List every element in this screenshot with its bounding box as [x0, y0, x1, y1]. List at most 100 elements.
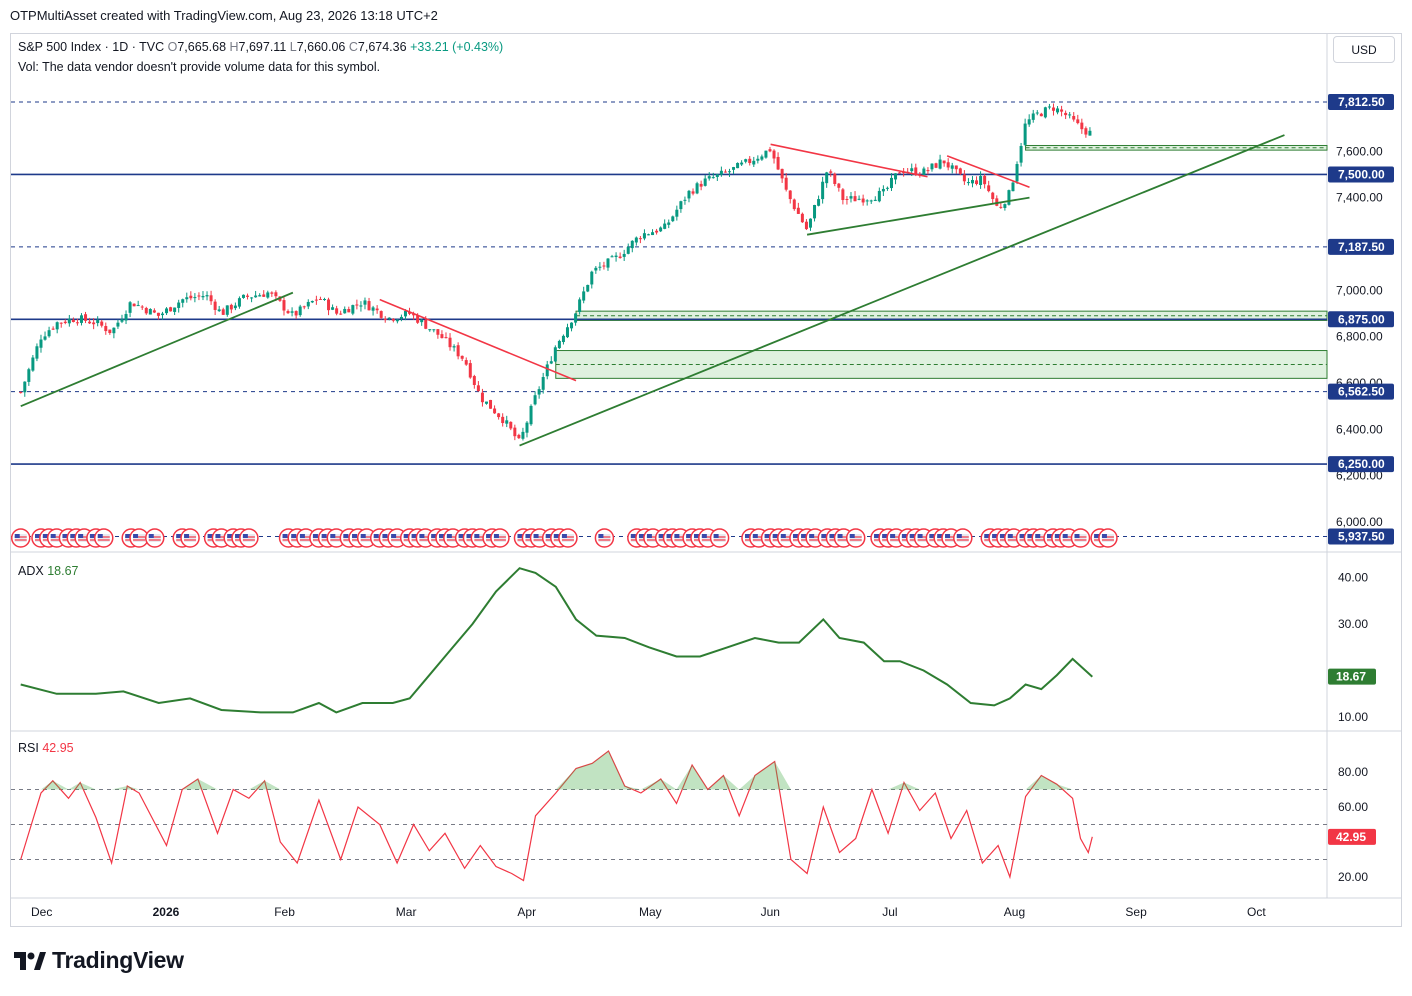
candle[interactable]: [35, 346, 39, 359]
candle[interactable]: [104, 326, 108, 332]
candle[interactable]: [1027, 119, 1031, 125]
candle[interactable]: [501, 416, 505, 424]
price-pane[interactable]: [11, 34, 1327, 552]
candle[interactable]: [825, 172, 829, 184]
candle[interactable]: [642, 233, 646, 239]
candle[interactable]: [294, 311, 298, 316]
candle[interactable]: [796, 207, 800, 214]
candle[interactable]: [472, 376, 476, 386]
candle[interactable]: [954, 165, 958, 170]
candle[interactable]: [371, 307, 375, 311]
candle[interactable]: [27, 369, 31, 382]
candle[interactable]: [497, 413, 501, 418]
candle[interactable]: [367, 301, 371, 311]
candle[interactable]: [606, 258, 610, 268]
candle[interactable]: [723, 171, 727, 173]
price-level-tag[interactable]: [1328, 456, 1394, 473]
candle[interactable]: [306, 301, 310, 307]
candle[interactable]: [549, 361, 553, 364]
candle[interactable]: [448, 337, 452, 348]
candle[interactable]: [561, 335, 565, 343]
candle[interactable]: [197, 295, 201, 297]
candle[interactable]: [942, 160, 946, 164]
candle[interactable]: [274, 292, 278, 297]
candle[interactable]: [181, 299, 185, 303]
candle[interactable]: [914, 167, 918, 175]
candle[interactable]: [695, 183, 699, 194]
candle[interactable]: [290, 311, 294, 313]
candle[interactable]: [671, 216, 675, 222]
price-level-tag[interactable]: [1328, 383, 1394, 400]
candle[interactable]: [505, 420, 509, 424]
candle[interactable]: [938, 159, 942, 169]
candle[interactable]: [412, 314, 416, 316]
candle[interactable]: [408, 311, 412, 314]
candle[interactable]: [250, 297, 254, 299]
candle[interactable]: [1051, 107, 1055, 111]
candle[interactable]: [1068, 114, 1072, 116]
candle[interactable]: [55, 322, 59, 330]
candle[interactable]: [719, 170, 723, 175]
candle[interactable]: [756, 158, 760, 161]
candle[interactable]: [934, 163, 938, 168]
trendline[interactable]: [770, 143, 928, 178]
candle[interactable]: [71, 319, 75, 322]
candle[interactable]: [622, 253, 626, 257]
symbol-title[interactable]: S&P 500 Index · 1D · TVC: [18, 40, 165, 54]
candle[interactable]: [108, 329, 112, 334]
candle[interactable]: [586, 284, 590, 292]
candle[interactable]: [489, 399, 493, 409]
candle[interactable]: [873, 199, 877, 201]
candle[interactable]: [144, 307, 148, 314]
candle[interactable]: [254, 295, 258, 298]
candle[interactable]: [88, 321, 92, 324]
candle[interactable]: [355, 304, 359, 306]
price-level-tag[interactable]: [1328, 528, 1394, 545]
candle[interactable]: [165, 308, 169, 314]
candle[interactable]: [853, 196, 857, 202]
candle[interactable]: [189, 295, 193, 299]
candle[interactable]: [1023, 123, 1027, 145]
candle[interactable]: [910, 168, 914, 172]
candle[interactable]: [31, 357, 35, 371]
candle[interactable]: [683, 199, 687, 201]
candle[interactable]: [331, 307, 335, 310]
candle[interactable]: [420, 319, 424, 323]
candle[interactable]: [517, 434, 521, 439]
candle[interactable]: [833, 173, 837, 184]
candle[interactable]: [574, 313, 578, 323]
candle[interactable]: [100, 321, 104, 326]
candle[interactable]: [270, 292, 274, 294]
candle[interactable]: [521, 431, 525, 439]
candle[interactable]: [221, 309, 225, 315]
candle[interactable]: [1007, 190, 1011, 205]
candle[interactable]: [630, 240, 634, 249]
candle[interactable]: [614, 255, 618, 257]
price-level-tag[interactable]: [1328, 311, 1394, 328]
candle[interactable]: [225, 305, 229, 315]
candle[interactable]: [387, 317, 391, 319]
rsi-pane[interactable]: [11, 731, 1327, 898]
candle[interactable]: [804, 221, 808, 230]
candle[interactable]: [193, 297, 197, 299]
candle[interactable]: [760, 156, 764, 160]
candle[interactable]: [764, 150, 768, 158]
candle[interactable]: [800, 213, 804, 223]
candle[interactable]: [1056, 108, 1060, 113]
candle[interactable]: [43, 336, 47, 340]
candle[interactable]: [1072, 115, 1076, 120]
candle[interactable]: [752, 160, 756, 165]
candle[interactable]: [565, 327, 569, 338]
candle[interactable]: [140, 306, 144, 308]
candle[interactable]: [829, 171, 833, 173]
price-level-tag[interactable]: [1328, 166, 1394, 183]
candle[interactable]: [124, 314, 128, 321]
candle[interactable]: [776, 156, 780, 170]
candle[interactable]: [282, 300, 286, 311]
candle[interactable]: [318, 298, 322, 300]
candle[interactable]: [217, 309, 221, 312]
candle[interactable]: [322, 299, 326, 301]
candle[interactable]: [399, 316, 403, 319]
candle[interactable]: [302, 306, 306, 308]
candle[interactable]: [987, 185, 991, 192]
